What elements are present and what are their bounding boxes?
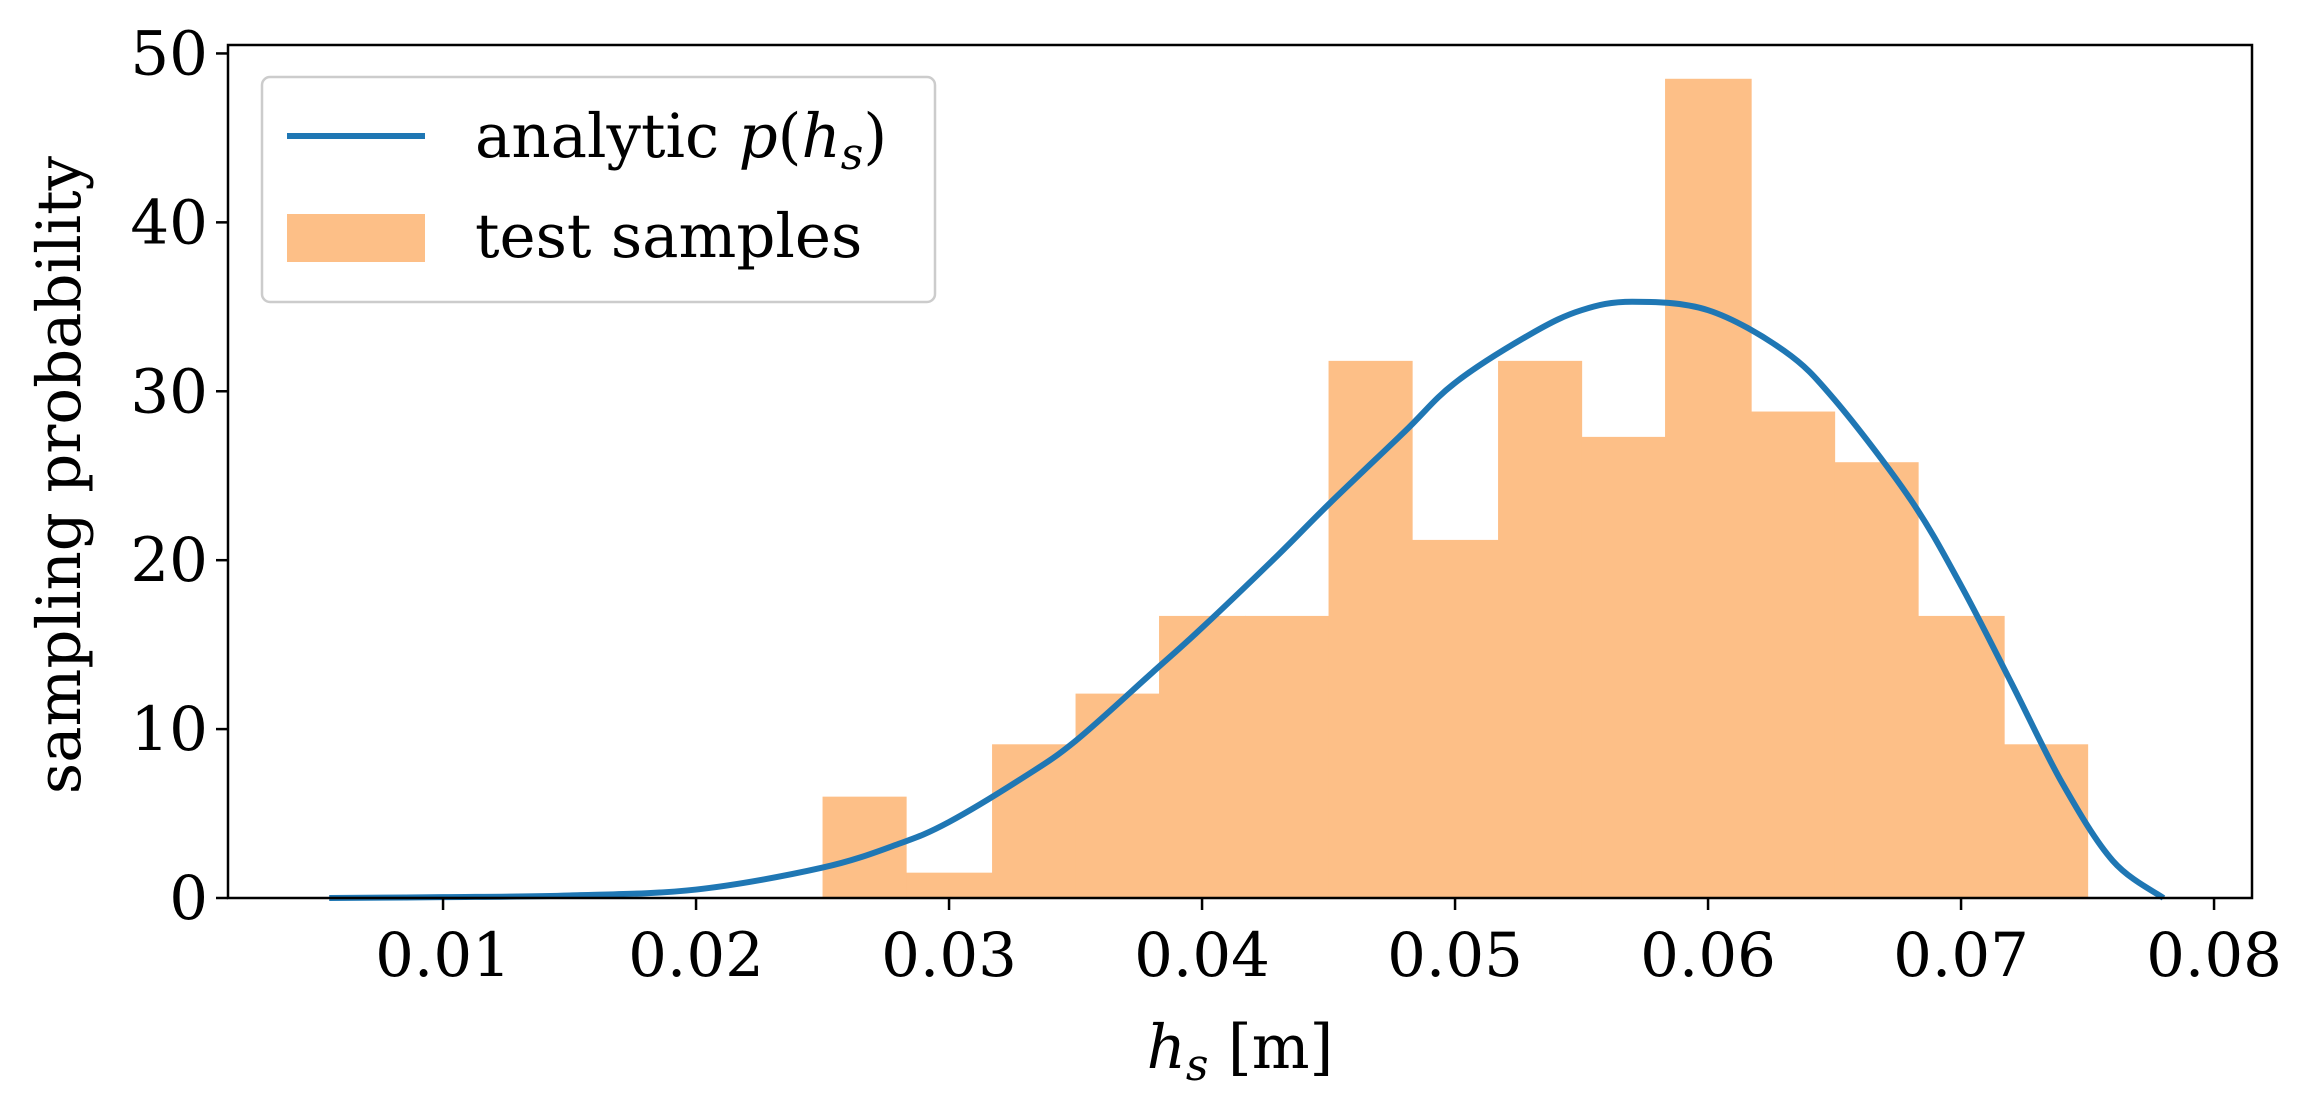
x-tick-label: 0.03 [881,920,1017,991]
y-tick-label: 40 [130,187,208,258]
histogram-bar [906,872,993,898]
y-tick-label: 30 [130,356,208,427]
legend-analytic-var: h [801,101,840,172]
analytic-curve [329,298,2166,901]
legend-label-samples: test samples [475,201,862,272]
legend-analytic-paren-open: ( [778,101,802,172]
legend-patch-swatch [287,214,425,262]
legend-analytic-func: p [739,101,778,172]
histogram-bar [1498,360,1583,898]
y-tick-label: 20 [130,525,208,596]
legend-analytic-sub: s [841,129,864,180]
x-axis-unit: [m] [1209,1012,1334,1083]
histogram-bars [822,78,2089,899]
histogram-bar [1245,615,1330,898]
x-tick-label: 0.02 [628,920,764,991]
histogram-bar [1834,462,1919,898]
legend-box [260,75,937,304]
x-tick-label: 0.07 [1893,920,2029,991]
histogram-bar [1751,411,1836,898]
y-tick-label: 50 [130,18,208,89]
legend-analytic-paren-close: ) [863,101,887,172]
x-axis-title: hs [m] [1147,1012,1334,1091]
legend-analytic-word: analytic [475,101,739,172]
analytic-curve-layer [329,298,2166,901]
legend-label-analytic: analytic p(hs) [475,101,887,180]
x-tick-label: 0.04 [1134,920,1270,991]
histogram-bar [1328,360,1413,898]
histogram-bar [1918,615,2005,898]
y-tick-label: 10 [130,694,208,765]
plot-frame [226,43,2254,900]
y-axis-title: sampling probability [24,155,95,794]
x-tick-label: 0.01 [375,920,511,991]
histogram-bar [2004,744,2089,898]
histogram-bar [1665,78,1752,899]
axis-ticks: 0.01 0.02 0.03 0.04 0.05 0.06 0.07 0.08 0 10 20 30 4… [130,18,2282,991]
y-tick-label: 0 [169,863,208,934]
x-axis-variable: h [1147,1012,1186,1083]
x-tick-label: 0.06 [1640,920,1776,991]
histogram-bar [1581,436,1666,898]
x-axis-subscript: s [1186,1040,1209,1091]
x-tick-label: 0.08 [2146,920,2282,991]
histogram-bar [1412,539,1499,898]
histogram-bar [1075,693,1160,898]
legend: analytic p(hs) test samples [260,75,937,304]
histogram-bar [1159,615,1246,898]
x-tick-label: 0.05 [1387,920,1523,991]
